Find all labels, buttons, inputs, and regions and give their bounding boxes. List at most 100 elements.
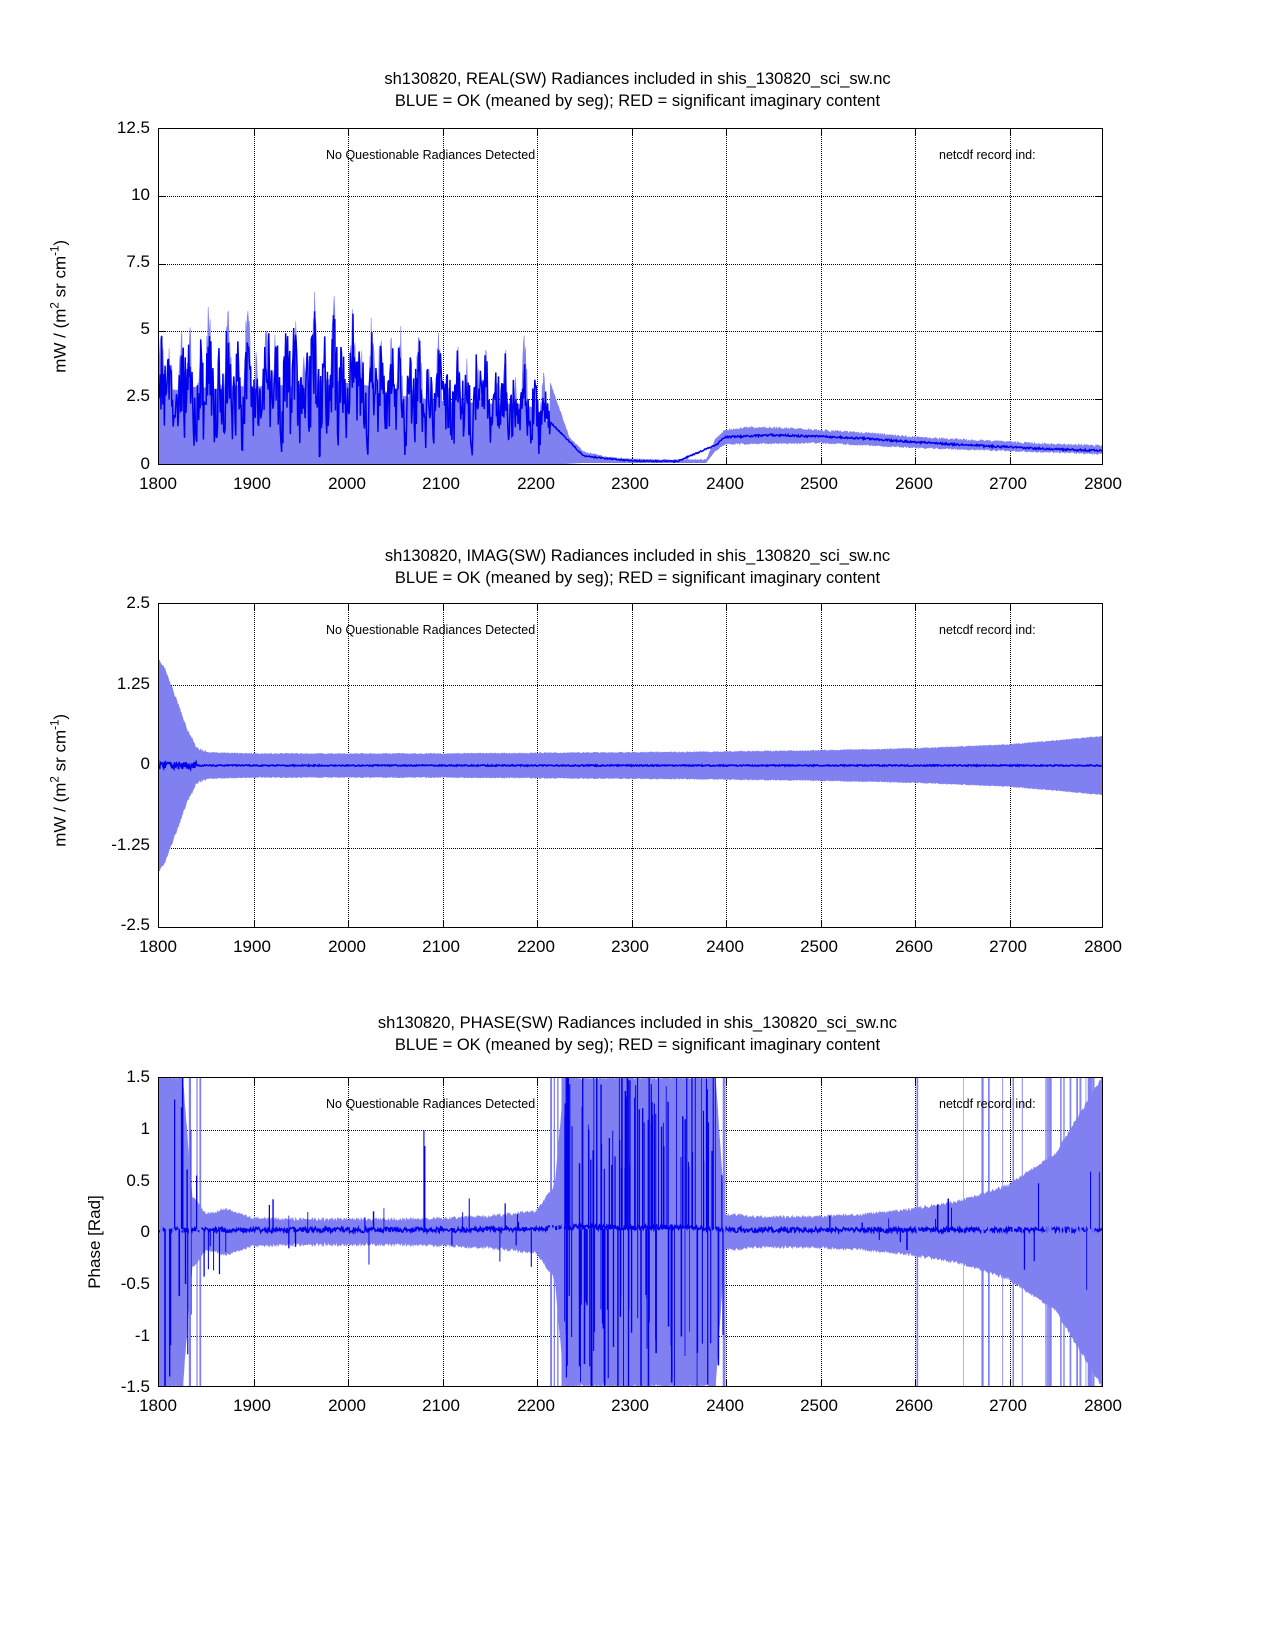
panel-real-xtick-2500: 2500 (800, 474, 838, 493)
tick-y (159, 263, 166, 265)
panel-phase-annotation-left: No Questionable Radiances Detected (326, 1097, 536, 1111)
panel-imag-ytick-0: 0 (140, 754, 150, 773)
tick-y (159, 196, 166, 198)
tick-x-top (348, 1078, 349, 1085)
panel-real-ytick-5: 5 (140, 319, 150, 338)
gridline-h (159, 847, 1102, 849)
panel-imag-xtick-2000: 2000 (328, 937, 366, 956)
panel-imag-ytick-n1p25: -1.25 (111, 835, 150, 854)
tick-x (631, 920, 633, 927)
tick-x-top (253, 129, 255, 136)
tick-y (159, 331, 166, 333)
panel-imag-ylabel: mW / (m2 sr cm-1) (49, 713, 70, 847)
tick-x-top (442, 604, 444, 611)
panel-phase-ytick-1: 1 (140, 1119, 150, 1138)
tick-x-top (442, 1078, 444, 1085)
panel-imag-data-plot (159, 659, 1102, 872)
gridline-v (631, 129, 633, 464)
panel-real-annotation-right: netcdf record ind: (939, 148, 1036, 162)
tick-x-top (915, 1078, 916, 1085)
tick-x-top (253, 604, 255, 611)
gridline-h (159, 398, 1102, 400)
panel-phase-title: sh130820, PHASE(SW) Radiances included i… (377, 1014, 898, 1032)
panel-real-xtick-2100: 2100 (422, 474, 460, 493)
panel-real: sh130820, REAL(SW) Radiances included in… (0, 0, 1275, 520)
tick-x (442, 1379, 444, 1386)
tick-x-top (537, 1078, 538, 1085)
tick-x (537, 920, 538, 927)
panel-phase-annotation-right: netcdf record ind: (939, 1097, 1036, 1111)
panel-real-data-plot (159, 292, 1102, 464)
tick-x-top (820, 604, 822, 611)
panel-real-xtick-2800: 2800 (1084, 474, 1122, 493)
tick-x (442, 920, 444, 927)
panel-real-title: sh130820, REAL(SW) Radiances included in… (384, 70, 891, 88)
panel-imag-title-block: sh130820, IMAG(SW) Radiances included in… (0, 545, 1275, 589)
gridline-h (159, 196, 1102, 198)
panel-imag-annotation-right: netcdf record ind: (939, 623, 1036, 637)
panel-real-annotation-left: No Questionable Radiances Detected (326, 148, 536, 162)
tick-y-right (1095, 331, 1102, 333)
panel-phase-subtitle: BLUE = OK (meaned by seg); RED = signifi… (394, 1036, 881, 1054)
tick-x-top (348, 604, 349, 611)
tick-x-top (537, 129, 538, 136)
panel-real-xtick-2600: 2600 (895, 474, 933, 493)
panel-imag-axes[interactable]: No Questionable Radiances Detected netcd… (158, 603, 1103, 928)
tick-x-top (726, 1078, 727, 1085)
tick-x (348, 920, 349, 927)
panel-imag-xtick-2100: 2100 (422, 937, 460, 956)
panel-imag: sh130820, IMAG(SW) Radiances included in… (0, 0, 1275, 956)
tick-x-top (348, 129, 349, 136)
panel-real-axes[interactable]: No Questionable Radiances Detected netcd… (158, 128, 1103, 465)
tick-x (726, 457, 727, 464)
panel-phase-xtick-2300: 2300 (611, 1396, 649, 1415)
tick-y-right (1095, 847, 1102, 849)
gridline-v (820, 129, 822, 464)
gridline-v (915, 129, 916, 464)
panel-imag-title: sh130820, IMAG(SW) Radiances included in… (384, 547, 891, 565)
panel-real-xtick-2300: 2300 (611, 474, 649, 493)
tick-x-top (1009, 1078, 1011, 1085)
panel-imag-subtitle: BLUE = OK (meaned by seg); RED = signifi… (394, 569, 881, 587)
tick-x-top (631, 604, 633, 611)
tick-y-right (1095, 398, 1102, 400)
panel-phase-data-plot (159, 1078, 1102, 1386)
panel-imag-xtick-1800: 1800 (139, 937, 177, 956)
panel-imag-xtick-2700: 2700 (989, 937, 1027, 956)
tick-x (1009, 920, 1011, 927)
panel-real-xtick-2000: 2000 (328, 474, 366, 493)
tick-x (726, 920, 727, 927)
panel-real-ytick-10: 10 (131, 185, 150, 204)
panel-imag-ytick-2p5: 2.5 (126, 593, 150, 612)
panel-real-subtitle: BLUE = OK (meaned by seg); RED = signifi… (394, 92, 881, 110)
tick-x (820, 920, 822, 927)
gridline-v (442, 129, 444, 464)
tick-x-top (820, 1078, 822, 1085)
panel-phase-xtick-1900: 1900 (233, 1396, 271, 1415)
panel-phase-ytick-0: 0 (140, 1222, 150, 1241)
panel-imag-xtick-2400: 2400 (706, 937, 744, 956)
panel-real-xtick-2700: 2700 (989, 474, 1027, 493)
tick-x-top (1009, 604, 1011, 611)
tick-x (915, 1379, 916, 1386)
tick-y-right (1095, 685, 1102, 687)
panel-phase-title-block: sh130820, PHASE(SW) Radiances included i… (0, 1012, 1275, 1056)
tick-x-top (726, 604, 727, 611)
panel-phase-xtick-2800: 2800 (1084, 1396, 1122, 1415)
tick-x (820, 457, 822, 464)
panel-real-xtick-2400: 2400 (706, 474, 744, 493)
panel-imag-xtick-2600: 2600 (895, 937, 933, 956)
panel-phase-axes[interactable]: No Questionable Radiances Detected netcd… (158, 1077, 1103, 1387)
panel-phase-xtick-2200: 2200 (517, 1396, 555, 1415)
panel-phase-xtick-2100: 2100 (422, 1396, 460, 1415)
panel-phase-xtick-2500: 2500 (800, 1396, 838, 1415)
panel-phase-ytick-n1: -1 (134, 1326, 150, 1345)
tick-x-top (915, 129, 916, 136)
tick-x (253, 920, 255, 927)
panel-imag-xtick-2500: 2500 (800, 937, 838, 956)
panel-real-title-block: sh130820, REAL(SW) Radiances included in… (0, 68, 1275, 112)
panel-phase-ytick-1p5: 1.5 (126, 1067, 150, 1086)
tick-x-top (820, 129, 822, 136)
tick-y-right (1095, 196, 1102, 198)
